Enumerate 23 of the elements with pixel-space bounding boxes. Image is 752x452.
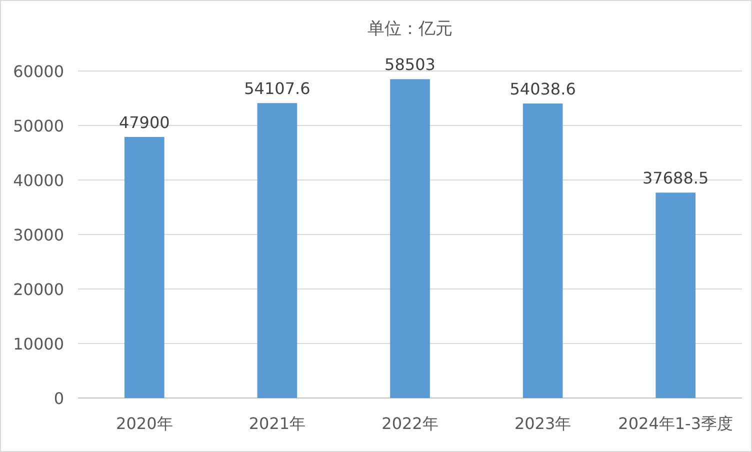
y-tick-label: 30000 [13, 226, 64, 244]
data-label: 54038.6 [510, 79, 576, 98]
x-tick-label: 2024年1-3季度 [618, 414, 734, 433]
y-tick-label: 40000 [13, 171, 64, 190]
y-tick-label: 20000 [13, 280, 64, 299]
data-label: 58503 [384, 55, 436, 74]
bar [257, 103, 298, 398]
bar [522, 103, 563, 398]
y-tick-label: 10000 [13, 334, 64, 354]
x-tick-label: 2021年 [248, 414, 306, 433]
y-tick-label: 60000 [13, 62, 64, 81]
x-tick-label: 2020年 [116, 414, 173, 433]
x-tick-label: 2023年 [514, 414, 572, 433]
bar [124, 136, 164, 398]
chart-title: 单位：亿元 [368, 19, 452, 39]
x-tick-label: 2022年 [382, 414, 438, 433]
y-tick-label: 0 [54, 389, 64, 408]
y-tick-label: 50000 [13, 116, 64, 136]
data-label: 47900 [118, 112, 170, 132]
bar [656, 192, 696, 398]
data-label: 54107.6 [244, 79, 310, 98]
data-label: 37688.5 [642, 168, 709, 188]
bar [390, 79, 430, 398]
